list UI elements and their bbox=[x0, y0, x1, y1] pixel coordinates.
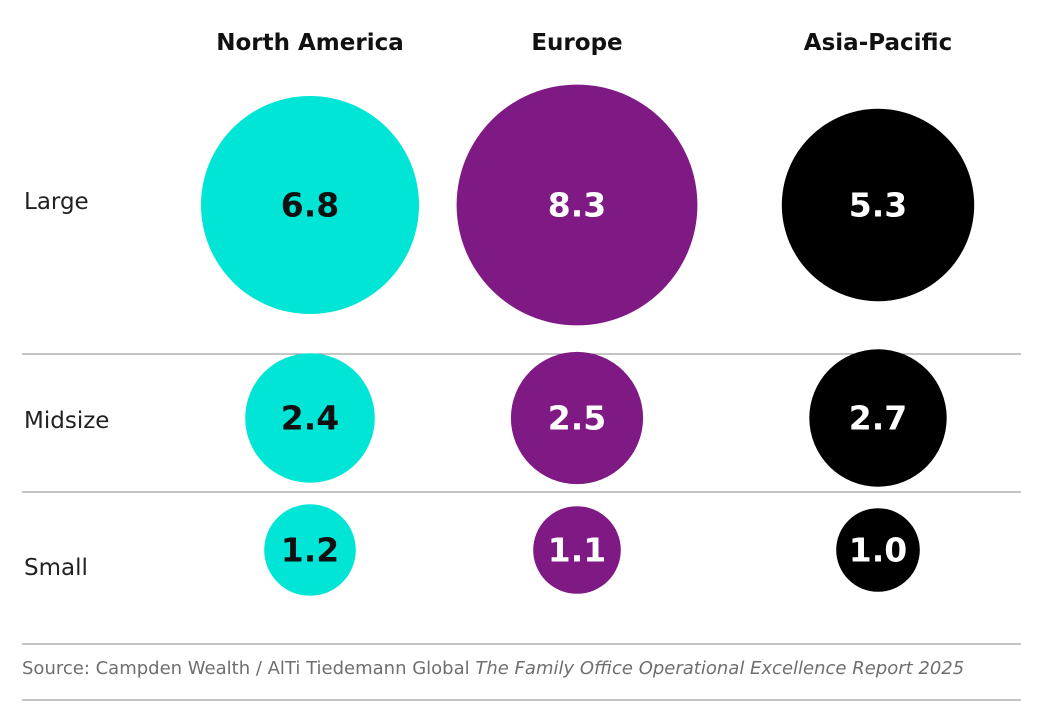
value-label-midsize-north-america: 2.4 bbox=[281, 399, 339, 438]
column-header-europe: Europe bbox=[531, 30, 622, 56]
row-label-large: Large bbox=[24, 189, 89, 215]
bubble-midsize-asia-pacific bbox=[809, 349, 947, 487]
bubble-large-europe bbox=[456, 84, 698, 326]
bubble-small-north-america bbox=[264, 504, 356, 596]
value-label-midsize-asia-pacific: 2.7 bbox=[849, 399, 907, 438]
value-label-small-north-america: 1.2 bbox=[281, 531, 339, 570]
bubble-large-asia-pacific bbox=[781, 108, 975, 302]
value-label-small-europe: 1.1 bbox=[548, 531, 606, 570]
source-report-title: The Family Office Operational Excellence… bbox=[475, 658, 965, 679]
value-label-small-asia-pacific: 1.0 bbox=[849, 531, 907, 570]
bubble-small-europe bbox=[533, 506, 621, 594]
value-label-large-north-america: 6.8 bbox=[281, 186, 339, 225]
column-header-north-america: North America bbox=[216, 30, 404, 56]
bubble-midsize-north-america bbox=[245, 353, 375, 483]
bubble-large-north-america bbox=[201, 96, 419, 314]
bubble-small-asia-pacific bbox=[836, 508, 920, 592]
bubble-midsize-europe bbox=[510, 351, 644, 485]
column-header-asia-pacific: Asia-Pacific bbox=[804, 30, 952, 56]
value-label-midsize-europe: 2.5 bbox=[548, 399, 606, 438]
value-label-large-europe: 8.3 bbox=[548, 186, 606, 225]
row-label-small: Small bbox=[24, 555, 88, 581]
source-prefix: Source: Campden Wealth / AlTi Tiedemann … bbox=[22, 658, 476, 679]
value-label-large-asia-pacific: 5.3 bbox=[849, 186, 907, 225]
row-label-midsize: Midsize bbox=[24, 408, 109, 434]
source-note: Source: Campden Wealth / AlTi Tiedemann … bbox=[22, 658, 964, 679]
